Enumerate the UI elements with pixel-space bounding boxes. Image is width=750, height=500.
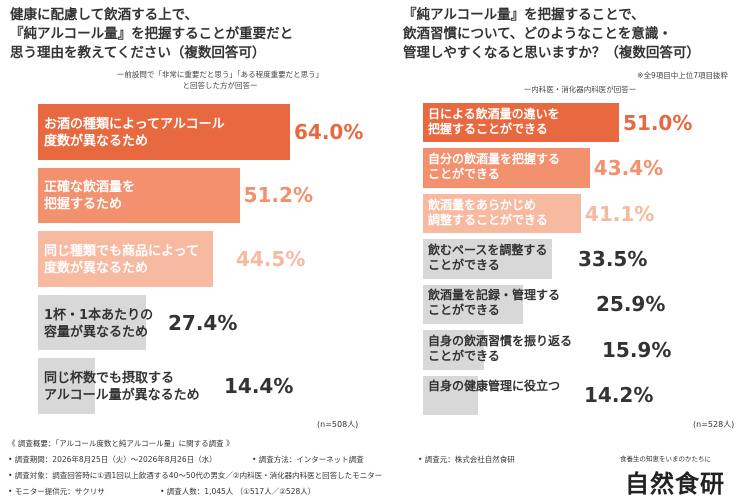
bar-label-5: 同じ杯数でも摂取する アルコール量が異なるため xyxy=(44,371,200,404)
right-question-subtitle: ー内科医・消化器内科医が回答ー xyxy=(523,85,637,94)
bar-4 xyxy=(38,294,146,351)
bar-7 xyxy=(423,375,478,415)
right-question-title: 『純アルコール量』を把握することで、 飲酒習慣について、どのようなことを意識・ … xyxy=(403,7,700,61)
bar-value-3: 44.5% xyxy=(236,247,306,271)
brand-tagline: 食養生の知恵をいまのかたちに xyxy=(620,455,711,463)
footer-method: • 調査方法：インターネット調査 xyxy=(252,455,364,464)
bar-value-7: 14.2% xyxy=(584,383,654,408)
bar-5 xyxy=(38,358,95,414)
footer-period: • 調査期間：2026年8月25日（火）〜2026年8月26日（水） xyxy=(8,455,217,464)
bar-label-1: お酒の種類によってアルコール 度数が異なるため xyxy=(44,116,225,149)
right-question-footnote: ※全9項目中上位7項目抜粋 xyxy=(637,71,728,80)
bar-5 xyxy=(423,284,523,325)
bar-value-1: 64.0% xyxy=(294,119,364,144)
bar-label-3: 飲酒量をあらかじめ 調整することができる xyxy=(428,197,548,227)
bar-value-3: 41.1% xyxy=(584,201,655,226)
bar-label-2: 正確な飲酒量を 把握するため xyxy=(44,180,136,213)
bar-3 xyxy=(38,231,214,287)
left-question-title: 健康に配慮して飲酒する上で、 『純アルコール量』を把握することが重要だと 思う理… xyxy=(10,7,294,61)
bar-1 xyxy=(423,103,619,143)
bar-value-1: 51.0% xyxy=(623,110,693,135)
left-question-subtitle: ー前設問で「非常に重要だと思う」「ある程度重要だと思う」 と回答した方が回答ー xyxy=(116,70,324,90)
bar-value-6: 15.9% xyxy=(602,337,672,362)
bar-value-4: 33.5% xyxy=(578,247,648,271)
bar-value-5: 14.4% xyxy=(224,374,294,399)
bar-label-1: 日による飲酒量の違いを 把握することができる xyxy=(428,106,560,136)
bar-1 xyxy=(38,104,290,160)
bar-label-4: 飲むペースを調整する ことができる xyxy=(428,243,548,272)
bar-2 xyxy=(38,167,240,224)
bar-label-2: 自分の飲酒量を把握する ことができる xyxy=(428,152,561,182)
bar-4 xyxy=(423,239,552,279)
footer-source: • 調査元：株式会社自然食研 xyxy=(418,455,515,464)
footer-provider: • モニター提供元：サクリサ xyxy=(8,487,105,496)
bar-3 xyxy=(423,193,581,234)
bar-value-5: 25.9% xyxy=(596,292,666,317)
footer-target: • 調査対象：調査回答時に①週1回以上飲酒する40〜50代の男女／②内科医・消化… xyxy=(8,471,383,480)
bar-label-5: 飲酒量を記録・管理する ことができる xyxy=(428,288,561,318)
bar-label-3: 同じ種類でも商品によって 度数が異なるため xyxy=(44,244,199,276)
left-bar-chart: お酒の種類によってアルコール 度数が異なるため 64.0% 正確な飲酒量を 把握する… xyxy=(38,100,378,418)
bar-label-6: 自身の飲酒習慣を振り返る ことができる xyxy=(428,333,573,363)
right-bar-chart: 日による飲酒量の違いを 把握することができる 51.0% 自分の飲酒量を把握する こ… xyxy=(423,100,750,418)
bar-label-7: 自身の健康管理に役立つ xyxy=(428,379,561,394)
bar-value-2: 43.4% xyxy=(593,156,664,181)
brand-logo: 自然食研 xyxy=(625,469,725,498)
bar-value-4: 27.4% xyxy=(168,310,238,335)
bar-6 xyxy=(423,330,485,370)
footer-count: • 調査人数：1,045人 （①517人／②528人） xyxy=(160,487,316,496)
right-sample-size: (n=528人) xyxy=(693,420,735,429)
footer-overview: 《 調査概要：「アルコール度数と純アルコール量」に関する調査 》 xyxy=(8,439,234,448)
bar-value-2: 51.2% xyxy=(243,183,313,208)
bar-label-4: 1杯・1本あたりの 容量が異なるため xyxy=(44,307,154,340)
left-sample-size: (n=508人) xyxy=(317,420,359,429)
bar-2 xyxy=(423,148,590,188)
